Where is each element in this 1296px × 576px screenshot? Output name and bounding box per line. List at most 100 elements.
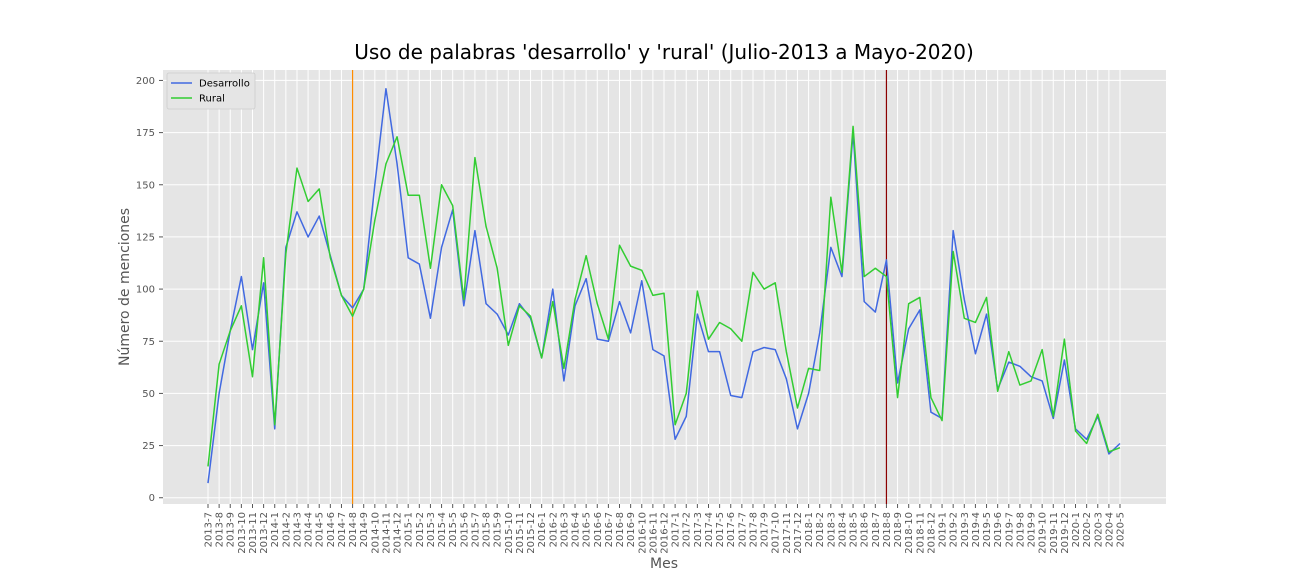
x-tick-label: 2018-7 [871, 512, 882, 547]
x-tick-label: 2014-1 [270, 512, 281, 547]
x-tick-label: 2017-9 [760, 512, 771, 547]
y-tick-label: 150 [136, 180, 155, 191]
x-tick-label: 2018-5 [849, 512, 860, 547]
x-tick-label: 2019-7 [1004, 512, 1015, 547]
legend-entry: Desarrollo [199, 79, 250, 90]
x-axis-ticks: 2013-7 2013-8 2013-9 2013-10 2013-11 2013-12 2… [204, 504, 1127, 554]
x-tick-label: 2017-5 [715, 512, 726, 547]
x-tick-label: 2018-1 [804, 512, 815, 547]
reference-lines [351, 70, 888, 504]
x-tick-label: 2016-12 [660, 512, 671, 554]
x-tick-label: 2018-8 [882, 512, 893, 547]
x-tick-label: 2016-3 [559, 512, 570, 547]
series-layer [207, 88, 1121, 484]
x-tick-label: 2020-2 [1082, 512, 1093, 547]
x-tick-label: 2019-1 [938, 512, 949, 547]
x-tick-label: 2019-5 [982, 512, 993, 547]
y-tick-label: 25 [142, 441, 155, 452]
x-tick-label: 2018-6 [860, 512, 871, 547]
x-tick-label: 2016-8 [615, 512, 626, 547]
legend-box [166, 72, 256, 110]
x-tick-label: 2020-5 [1116, 512, 1127, 547]
x-tick-label: 2016-7 [604, 512, 615, 547]
x-tick-label: 2014-6 [326, 512, 337, 547]
x-tick-label: 2013-10 [237, 512, 248, 554]
x-tick-label: 2016-2 [548, 512, 559, 547]
x-tick-label: 2015-4 [437, 512, 448, 547]
x-tick-label: 2018-2 [815, 512, 826, 547]
x-tick-label: 2019-8 [1015, 512, 1026, 547]
x-tick-label: 2014-4 [304, 512, 315, 547]
x-tick-label: 2017-4 [704, 512, 715, 547]
x-tick-label: 2018-10 [904, 512, 915, 554]
x-tick-label: 2015-6 [459, 512, 470, 547]
x-tick-label: 2014-12 [393, 512, 404, 554]
x-tick-label: 2015-10 [504, 512, 515, 554]
x-tick-label: 2016-11 [648, 512, 659, 554]
x-tick-label: 2014-3 [292, 512, 303, 547]
x-tick-label: 2016-5 [582, 512, 593, 547]
x-tick-label: 2020-4 [1104, 512, 1115, 547]
x-tick-label: 2019-11 [1049, 512, 1060, 554]
x-tick-label: 2016-10 [637, 512, 648, 554]
y-tick-label: 0 [149, 493, 155, 504]
x-tick-label: 2019-12 [1060, 512, 1071, 554]
x-tick-label: 2018-4 [837, 512, 848, 547]
x-tick-label: 2017-6 [726, 512, 737, 547]
x-tick-label: 2019-10 [1038, 512, 1049, 554]
x-tick-label: 2017-12 [793, 512, 804, 554]
x-tick-label: 2015-12 [526, 512, 537, 554]
x-tick-label: 2019-2 [949, 512, 960, 547]
x-tick-label: 2017-8 [748, 512, 759, 547]
x-tick-label: 2018-9 [893, 512, 904, 547]
series-line-desarrollo [207, 88, 1121, 484]
x-tick-label: 2015-1 [404, 512, 415, 547]
x-tick-label: 2020-1 [1071, 512, 1082, 547]
x-tick-label: 2014-7 [337, 512, 348, 547]
x-axis-label: Mes [650, 556, 678, 572]
x-tick-label: 2019-9 [1027, 512, 1038, 547]
legend-entry: Rural [199, 94, 225, 105]
y-tick-label: 100 [136, 285, 155, 296]
x-tick-label: 2014-11 [381, 512, 392, 554]
x-tick-label: 2017-7 [737, 512, 748, 547]
x-tick-label: 2013-12 [259, 512, 270, 554]
chart-title: Uso de palabras 'desarrollo' y 'rural' (… [354, 40, 974, 64]
x-tick-label: 2015-11 [515, 512, 526, 554]
x-tick-label: 2013-7 [204, 512, 215, 547]
x-tick-label: 2017-1 [671, 512, 682, 547]
x-tick-label: 2013-8 [215, 512, 226, 547]
x-tick-label: 2015-9 [493, 512, 504, 547]
x-tick-label: 2019-4 [971, 512, 982, 547]
x-tick-label: 2016-1 [537, 512, 548, 547]
x-tick-label: 2015-7 [470, 512, 481, 547]
x-tick-label: 2014-8 [348, 512, 359, 547]
y-tick-label: 50 [142, 389, 155, 400]
x-tick-label: 2020-3 [1093, 512, 1104, 547]
x-tick-label: 2015-8 [482, 512, 493, 547]
x-tick-label: 2014-2 [281, 512, 292, 547]
x-tick-label: 2015-3 [426, 512, 437, 547]
y-tick-label: 75 [142, 337, 155, 348]
x-tick-label: 2016-4 [571, 512, 582, 547]
y-axis-label: Número de menciones [117, 208, 133, 366]
grid-lines [163, 70, 1166, 504]
x-tick-label: 2014-10 [370, 512, 381, 554]
x-tick-label: 2017-2 [682, 512, 693, 547]
series-line-rural [207, 125, 1121, 467]
x-tick-label: 2013-11 [248, 512, 259, 554]
y-tick-label: 125 [136, 232, 155, 243]
x-tick-label: 2019-3 [960, 512, 971, 547]
x-tick-label: 2019-6 [993, 512, 1004, 547]
x-tick-label: 2018-12 [926, 512, 937, 554]
x-tick-label: 2014-9 [359, 512, 370, 547]
x-tick-label: 2015-5 [448, 512, 459, 547]
x-tick-label: 2016-9 [626, 512, 637, 547]
x-tick-label: 2018-3 [826, 512, 837, 547]
x-tick-label: 2014-5 [315, 512, 326, 547]
x-tick-label: 2018-11 [915, 512, 926, 554]
y-axis-ticks: 0 25 50 75 100 125 150 175 200 [136, 76, 163, 504]
x-tick-label: 2017-10 [771, 512, 782, 554]
x-tick-label: 2013-9 [226, 512, 237, 547]
legend: Desarrollo Rural [166, 72, 256, 110]
